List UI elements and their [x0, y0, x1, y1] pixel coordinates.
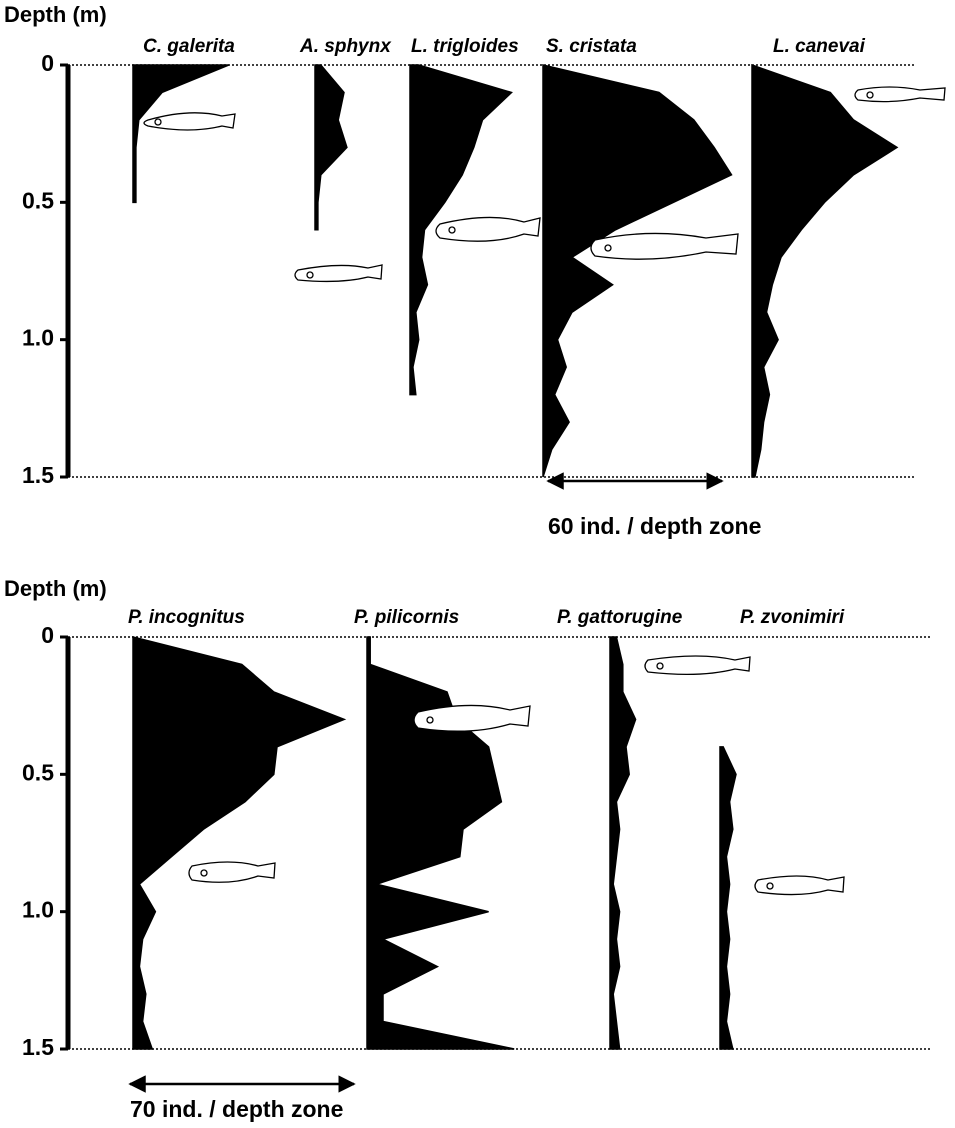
- fish-icon: [414, 705, 530, 731]
- fish-icon: [144, 113, 235, 130]
- page-body: Depth (m) 0 0.5 1.0 1.5 C. galerita A. sphynx L…: [0, 0, 955, 1123]
- y-tick-label: 0.5: [22, 187, 54, 213]
- scale-label: 70 ind. / depth zone: [130, 1096, 343, 1122]
- species-name: A. sphynx: [299, 36, 392, 57]
- fish-icon: [645, 656, 750, 674]
- abundance-kite: [315, 65, 347, 230]
- y-axis-label: Depth (m): [4, 2, 107, 27]
- abundance-kite: [133, 65, 229, 202]
- fish-icon: [755, 876, 844, 895]
- abundance-kite: [720, 747, 736, 1049]
- abundance-kite: [543, 65, 732, 477]
- species-name: S. cristata: [546, 36, 637, 57]
- y-tick-label: 0: [41, 50, 54, 76]
- y-tick-label: 1.0: [22, 325, 54, 351]
- scale-label: 60 ind. / depth zone: [548, 513, 761, 539]
- fish-icon: [189, 862, 275, 882]
- y-tick-label: 1.0: [22, 897, 54, 923]
- fish-icon: [591, 233, 738, 259]
- species-name: P. pilicornis: [354, 607, 459, 628]
- fish-icon: [436, 217, 540, 241]
- page: Depth distribution kite diagrams {"chart…: [0, 0, 955, 1123]
- y-axis-label: Depth (m): [4, 576, 107, 601]
- species-name: P. gattorugine: [557, 607, 683, 628]
- y-tick-label: 0: [41, 622, 54, 648]
- abundance-kite: [367, 637, 514, 1049]
- species-name: C. galerita: [143, 36, 235, 57]
- y-tick-label: 0.5: [22, 759, 54, 785]
- y-tick-label: 1.5: [22, 462, 54, 488]
- species-name: P. incognitus: [128, 607, 245, 628]
- figure: Depth (m) 0 0.5 1.0 1.5 C. galerita A. sphynx L…: [0, 0, 955, 1123]
- y-tick-label: 1.5: [22, 1034, 54, 1060]
- abundance-kite: [133, 637, 344, 1049]
- species-name: P. zvonimiri: [740, 607, 845, 628]
- fish-icon: [855, 87, 945, 102]
- abundance-kite: [752, 65, 897, 477]
- fish-icon: [295, 265, 382, 281]
- species-name: L. trigloides: [411, 36, 519, 57]
- species-name: L. canevai: [773, 36, 866, 57]
- abundance-kite: [610, 637, 636, 1049]
